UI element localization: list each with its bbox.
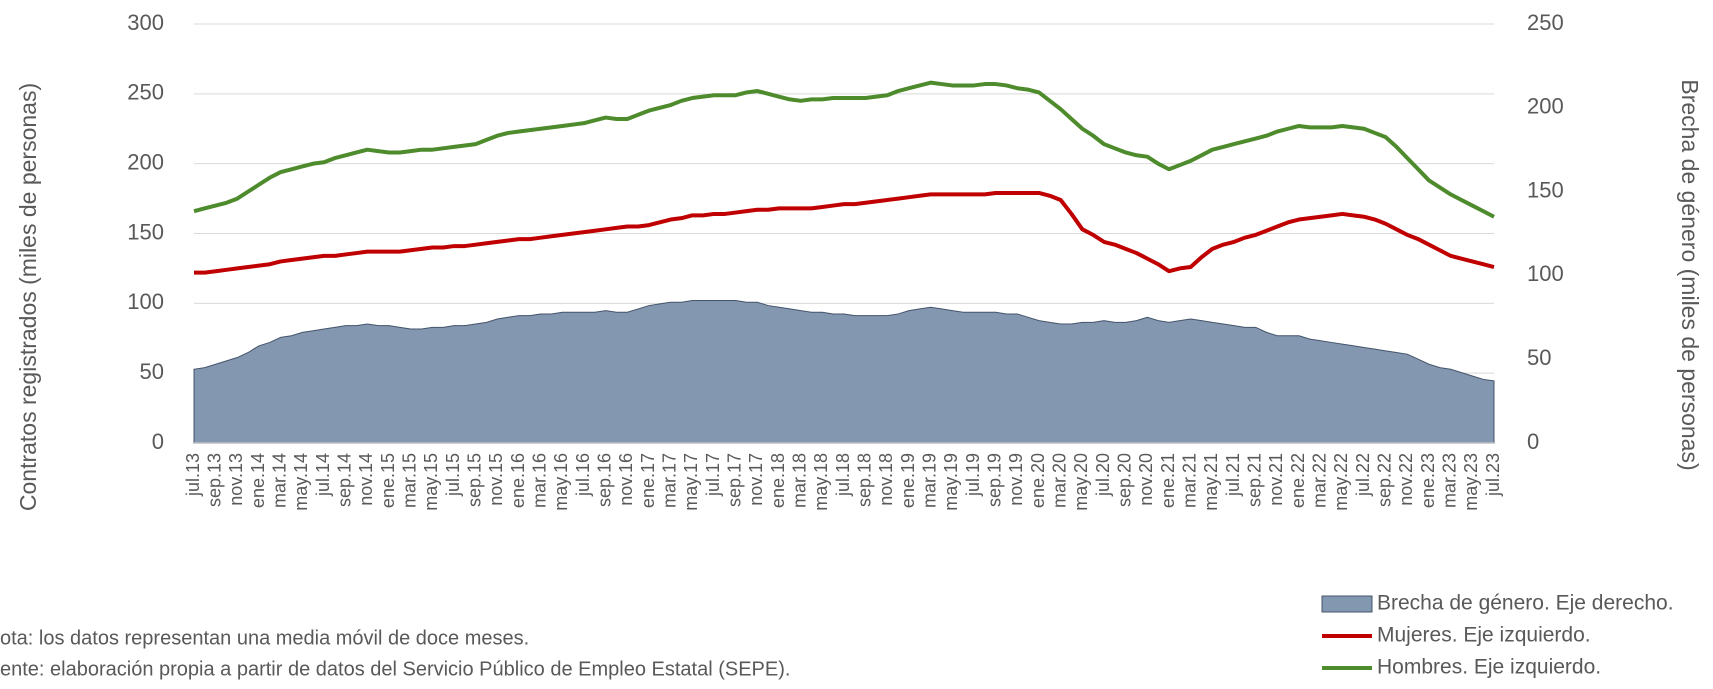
x-tick-label: ene.14 [248,453,268,508]
x-tick-label: jul.16 [573,453,593,497]
x-tick-label: nov.21 [1266,453,1286,506]
line [194,190,1495,275]
x-tick-label: jul.23 [1483,453,1503,497]
y-tick-label: 50 [140,359,164,384]
x-tick-label: may.15 [421,453,441,511]
y2-tick-label: 200 [1527,94,1564,119]
x-tick-label: jul.19 [963,453,983,497]
legend-label: Brecha de género. Eje derecho. [1377,592,1674,615]
x-tick-label: sep.22 [1374,453,1394,507]
legend-label: Mujeres. Eje izquierdo. [1377,624,1591,647]
x-tick-label: may.16 [551,453,571,511]
x-tick-label: jul.13 [183,453,203,497]
x-tick-label: mar.22 [1309,453,1329,508]
note: ente: elaboración propia a partir de dat… [0,658,790,680]
line [193,80,1495,219]
y2-tick-label: 250 [1527,10,1564,35]
x-tick-label: ene.20 [1028,453,1048,508]
x-tick-label: jul.14 [313,453,333,497]
legend-swatch [1321,595,1373,613]
x-tick-label: mar.15 [399,453,419,508]
x-tick-label: nov.20 [1136,453,1156,506]
x-tick-label: sep.13 [204,453,224,507]
x-tick-label: may.20 [1071,453,1091,511]
x-tick-label: ene.21 [1158,453,1178,508]
x-tick-label: sep.16 [594,453,614,507]
x-tick-label: may.14 [291,453,311,511]
y-tick-label: 200 [127,149,164,174]
y-tick-label: 150 [127,219,164,244]
x-tick-label: ene.15 [378,453,398,508]
x-tick-label: mar.20 [1049,453,1069,508]
x-tick-label: may.21 [1201,453,1221,511]
x-tick-label: nov.16 [616,453,636,506]
legend-label: Hombres. Eje izquierdo. [1377,656,1601,679]
y2-tick-label: 0 [1527,429,1539,454]
x-tick-label: jul.20 [1093,453,1113,497]
x-tick-label: ene.23 [1418,453,1438,508]
x-tick-label: sep.19 [984,453,1004,507]
x-tick-label: mar.18 [789,453,809,508]
x-tick-label: may.19 [941,453,961,511]
x-tick-label: mar.21 [1179,453,1199,508]
x-tick-label: sep.15 [464,453,484,507]
x-tick-label: ene.18 [768,453,788,508]
x-tick-label: ene.17 [638,453,658,508]
y2-tick-label: 100 [1527,261,1564,286]
x-tick-label: mar.17 [659,453,679,508]
x-tick-label: nov.17 [746,453,766,506]
x-tick-label: sep.21 [1244,453,1264,507]
x-tick-label: sep.18 [854,453,874,507]
area [193,300,1495,444]
x-tick-label: mar.23 [1439,453,1459,508]
x-tick-label: nov.18 [876,453,896,506]
x-tick-label: ene.16 [508,453,528,508]
x-tick-label: sep.17 [724,453,744,507]
x-tick-label: jul.17 [703,453,723,497]
x-tick-label: may.23 [1461,453,1481,511]
y-tick-label: 100 [127,289,164,314]
x-tick-label: jul.15 [443,453,463,497]
note: ota: los datos representan una media móv… [0,627,529,649]
y2-axis-label: Brecha de género (miles de personas) [1677,79,1703,470]
y-tick-label: 300 [127,10,164,35]
x-tick-label: sep.20 [1114,453,1134,507]
x-tick-label: jul.21 [1223,453,1243,497]
y-tick-label: 0 [152,429,164,454]
x-tick-label: mar.19 [919,453,939,508]
x-tick-label: may.18 [811,453,831,511]
x-tick-label: may.17 [681,453,701,511]
x-tick-label: ene.22 [1288,453,1308,508]
x-tick-label: nov.13 [226,453,246,506]
x-tick-label: nov.19 [1006,453,1026,506]
x-tick-label: mar.16 [529,453,549,508]
x-tick-label: may.22 [1331,453,1351,511]
y2-tick-label: 150 [1527,177,1564,202]
x-tick-label: nov.22 [1396,453,1416,506]
x-tick-label: jul.18 [833,453,853,497]
x-tick-label: mar.14 [269,453,289,508]
y-tick-label: 250 [127,80,164,105]
x-tick-label: nov.14 [356,453,376,506]
y2-tick-label: 50 [1527,345,1551,370]
x-tick-label: sep.14 [334,453,354,507]
x-tick-label: ene.19 [898,453,918,508]
x-tick-label: nov.15 [486,453,506,506]
x-tick-label: jul.22 [1353,453,1373,497]
y-axis-label: Contratos registrados (miles de personas… [15,83,41,511]
